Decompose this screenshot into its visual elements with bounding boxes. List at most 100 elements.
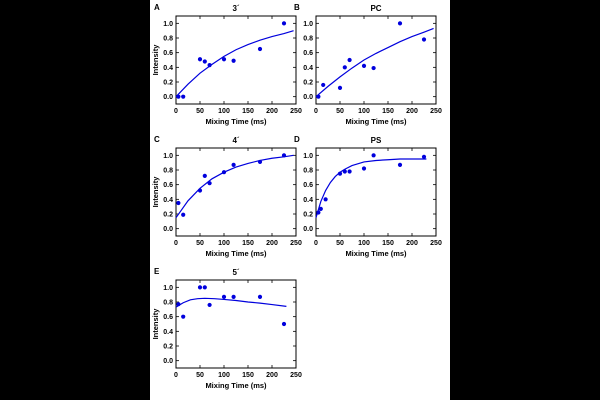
data-point bbox=[371, 65, 376, 71]
x-tick-label: 200 bbox=[406, 240, 418, 247]
data-point bbox=[202, 59, 207, 64]
data-point bbox=[347, 57, 352, 63]
data-point bbox=[281, 21, 287, 26]
y-axis-label: Intensity bbox=[151, 176, 160, 208]
y-tick-label: 0.2 bbox=[303, 80, 313, 87]
data-point bbox=[231, 294, 236, 299]
panel-d: D PS 0 50 100 150 200 250 0.0 0.2 0.4 0.6 0.8 1.0 Mixi… bbox=[294, 135, 442, 258]
fit-curve bbox=[315, 27, 434, 98]
fit-curve bbox=[315, 158, 427, 218]
data-point bbox=[176, 94, 181, 99]
x-tick-label: 250 bbox=[290, 372, 302, 379]
y-tick-label: 0.6 bbox=[163, 314, 173, 321]
y-tick-label: 0.2 bbox=[163, 344, 173, 351]
y-tick-label: 0.8 bbox=[303, 36, 313, 43]
y-tick-label: 1.0 bbox=[303, 21, 313, 28]
y-axis-label: Intensity bbox=[151, 44, 160, 76]
plot-frame bbox=[315, 147, 437, 237]
data-point bbox=[257, 46, 263, 52]
data-point bbox=[207, 181, 212, 186]
panel-letter: A bbox=[154, 3, 160, 12]
data-point bbox=[197, 188, 203, 193]
data-point bbox=[342, 65, 347, 70]
y-tick-label: 0.8 bbox=[303, 168, 313, 175]
data-point bbox=[181, 94, 186, 99]
data-point bbox=[221, 294, 227, 299]
data-point bbox=[281, 153, 287, 158]
panel-c: C 4´ 0 50 100 150 200 250 0.0 0.2 0.4 0.6 0.8 1.0 Mixi… bbox=[151, 135, 302, 258]
panel-letter: B bbox=[294, 3, 300, 12]
data-point bbox=[221, 170, 227, 175]
y-tick-label: 1.0 bbox=[163, 21, 173, 28]
data-point bbox=[337, 85, 343, 90]
y-tick-label: 0.0 bbox=[163, 226, 173, 233]
x-tick-label: 50 bbox=[196, 108, 204, 115]
data-point bbox=[421, 37, 427, 42]
data-point bbox=[257, 159, 263, 165]
panel-title: PS bbox=[371, 136, 382, 145]
data-point bbox=[361, 63, 367, 68]
x-tick-label: 200 bbox=[406, 108, 418, 115]
y-tick-label: 0.4 bbox=[303, 65, 313, 72]
data-point bbox=[207, 302, 212, 308]
x-tick-label: 0 bbox=[314, 108, 318, 115]
y-tick-label: 0.2 bbox=[163, 80, 173, 87]
data-point bbox=[221, 57, 227, 62]
y-tick-label: 0.6 bbox=[303, 182, 313, 189]
x-tick-label: 100 bbox=[358, 240, 370, 247]
x-tick-label: 0 bbox=[174, 240, 178, 247]
data-point bbox=[202, 173, 207, 178]
x-tick-label: 150 bbox=[382, 240, 394, 247]
x-tick-label: 50 bbox=[196, 372, 204, 379]
x-axis-label: Mixing Time (ms) bbox=[345, 117, 407, 126]
y-tick-label: 0.4 bbox=[163, 329, 173, 336]
plot-frame bbox=[175, 15, 297, 105]
y-tick-label: 0.4 bbox=[163, 65, 173, 72]
data-point bbox=[397, 21, 403, 26]
x-tick-label: 50 bbox=[336, 240, 344, 247]
panel-letter: C bbox=[154, 135, 160, 144]
data-point bbox=[176, 302, 181, 307]
y-tick-label: 1.0 bbox=[163, 285, 173, 292]
panel-title: 4´ bbox=[232, 136, 239, 145]
data-point bbox=[321, 82, 326, 88]
plot-frame bbox=[175, 147, 297, 237]
x-tick-label: 0 bbox=[314, 240, 318, 247]
y-tick-label: 0.8 bbox=[163, 36, 173, 43]
y-tick-label: 0.2 bbox=[163, 212, 173, 219]
panel-e: E 5´ 0 50 100 150 200 250 0.0 0.2 0.4 0.6 0.8 1.0 Mixi… bbox=[151, 267, 302, 390]
y-tick-label: 0.8 bbox=[163, 168, 173, 175]
y-tick-label: 0.2 bbox=[303, 212, 313, 219]
x-tick-label: 150 bbox=[382, 108, 394, 115]
x-tick-label: 150 bbox=[242, 240, 254, 247]
x-tick-label: 100 bbox=[218, 372, 230, 379]
figure-charts: A 3´0 50 100 150 200 2500.00.20.40.60.81.0Mixi… bbox=[151, 3, 442, 390]
x-tick-label: 200 bbox=[266, 240, 278, 247]
figure-panel: A 3´ 0 50 100 150 200 250 0.0 0.2 0.4 0.6 0.8 1.0 Mixi… bbox=[150, 0, 450, 400]
x-tick-label: 0 bbox=[174, 108, 178, 115]
fit-curve bbox=[175, 154, 294, 219]
data-point bbox=[176, 200, 181, 206]
data-point bbox=[197, 57, 203, 62]
data-point bbox=[371, 153, 376, 158]
x-tick-label: 100 bbox=[218, 240, 230, 247]
data-point bbox=[316, 94, 321, 99]
x-tick-label: 250 bbox=[290, 240, 302, 247]
y-tick-label: 0.0 bbox=[303, 94, 313, 101]
data-point bbox=[397, 162, 403, 167]
data-point bbox=[361, 166, 367, 171]
data-point bbox=[207, 63, 212, 68]
plot-frame bbox=[175, 279, 297, 369]
x-axis-label: Mixing Time (ms) bbox=[205, 117, 267, 126]
y-axis-label: Intensity bbox=[151, 308, 160, 340]
data-point bbox=[281, 321, 287, 327]
x-tick-label: 50 bbox=[196, 240, 204, 247]
x-tick-label: 150 bbox=[242, 108, 254, 115]
plot-frame bbox=[315, 15, 437, 105]
data-point bbox=[337, 171, 343, 176]
panel-a: A 3´ 0 50 100 150 200 250 0.0 0.2 0.4 0.6 0.8 1.0 Mixi… bbox=[151, 3, 302, 126]
data-point bbox=[202, 285, 207, 290]
y-tick-label: 0.6 bbox=[163, 50, 173, 57]
x-tick-label: 50 bbox=[336, 108, 344, 115]
x-tick-label: 200 bbox=[266, 108, 278, 115]
